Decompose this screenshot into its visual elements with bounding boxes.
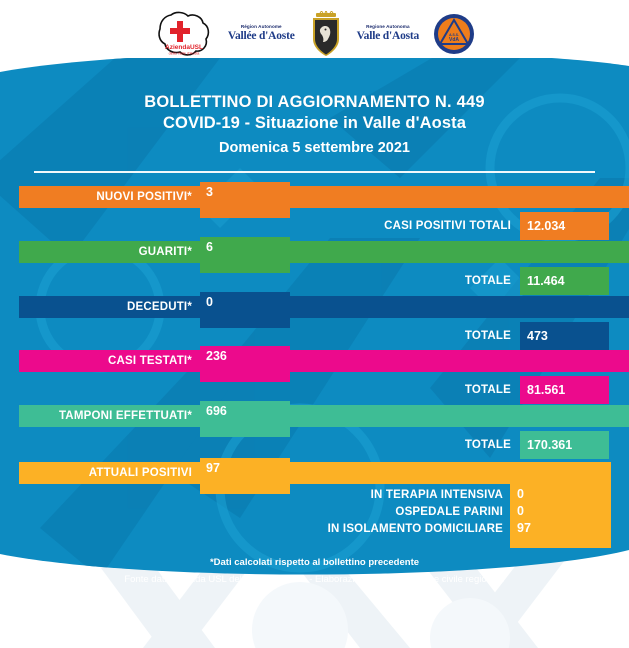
page-title: BOLLETTINO DI AGGIORNAMENTO N. 449 COVID…: [0, 92, 629, 159]
row-total-value-guariti: 11.464: [527, 274, 565, 288]
row-label-nuovi-positivi: NUOVI POSITIVI*: [96, 191, 192, 203]
panel-content: BOLLETTINO DI AGGIORNAMENTO N. 449 COVID…: [0, 58, 629, 613]
row-label-tamponi-effettuati: TAMPONI EFFETTUATI*: [58, 410, 192, 422]
row-breakdown-panel-attuali-positivi: [510, 484, 611, 548]
row-bar-extension-tamponi-effettuati: [290, 405, 629, 427]
row-bar-extension-nuovi-positivi: [290, 186, 629, 208]
row-total-label-tamponi-effettuati: TOTALE: [464, 439, 511, 451]
row-label-bar-casi-testati: CASI TESTATI*: [19, 350, 200, 372]
row-value-nuovi-positivi: 3: [206, 185, 213, 199]
region-wordmark-fr: Région Autonome Vallée d'Aoste: [228, 25, 295, 42]
row-label-deceduti: DECEDUTI*: [126, 301, 192, 313]
row-label-bar-guariti: GUARITI*: [19, 241, 200, 263]
row-total-bar-nuovi-positivi: CASI POSITIVI TOTALI: [290, 212, 520, 240]
row-value-casi-testati: 236: [206, 349, 227, 363]
footer: *Dati calcolati rispetto al bollettino p…: [0, 555, 629, 589]
row-total-value-nuovi-positivi: 12.034: [527, 219, 566, 233]
row-total-bar-casi-testati: TOTALE: [290, 376, 520, 404]
row-total-label-guariti: TOTALE: [464, 275, 511, 287]
row-label-bar-attuali-positivi: ATTUALI POSITIVI: [19, 462, 200, 484]
row-total-value-block-casi-testati: 81.561: [520, 376, 609, 404]
logo-strip: AziendaUSL della Valle d'Aosta Région Au…: [0, 0, 629, 68]
row-total-value-deceduti: 473: [527, 329, 548, 343]
row-value-attuali-positivi: 97: [206, 461, 220, 475]
breakdown-label-ospedale-parini: OSPEDALE PARINI: [395, 506, 503, 518]
row-value-deceduti: 0: [206, 295, 213, 309]
row-total-value-casi-testati: 81.561: [527, 383, 566, 397]
row-total-value-block-nuovi-positivi: 12.034: [520, 212, 609, 240]
breakdown-label-terapia-intensiva: IN TERAPIA INTENSIVA: [370, 489, 503, 501]
row-breakdown-labels-attuali-positivi: IN TERAPIA INTENSIVA OSPEDALE PARINI IN …: [250, 487, 503, 538]
footer-source: Fonte dati: Azienda USL della Valle d’Ao…: [124, 574, 505, 585]
row-bar-extension-attuali-positivi: [290, 462, 611, 484]
row-value-block-nuovi-positivi: 3: [200, 182, 290, 218]
breakdown-value-ospedale-parini: 0: [517, 504, 524, 518]
title-line-1: BOLLETTINO DI AGGIORNAMENTO N. 449: [144, 93, 485, 111]
valle-aosta-coat-of-arms: [309, 9, 343, 57]
row-label-bar-deceduti: DECEDUTI*: [19, 296, 200, 318]
svg-text:AziendaUSL: AziendaUSL: [165, 44, 203, 51]
region-wordmark-it: Regione Autonoma Valle d'Aosta: [356, 24, 420, 43]
row-total-value-tamponi-effettuati: 170.361: [527, 438, 573, 452]
row-label-bar-tamponi-effettuati: TAMPONI EFFETTUATI*: [19, 405, 200, 427]
row-total-label-casi-testati: TOTALE: [464, 384, 511, 396]
row-breakdown-values-attuali-positivi: 0 0 97: [517, 486, 531, 537]
region-wordmark-fr-small: Région Autonome: [240, 24, 282, 30]
row-total-bar-guariti: TOTALE: [290, 267, 520, 295]
title-line-3: Domenica 5 settembre 2021: [218, 140, 410, 156]
breakdown-value-isolamento-domiciliare: 97: [517, 521, 531, 535]
protezione-civile-logo: A.S.S. VdA: [433, 13, 475, 55]
stat-rows: NUOVI POSITIVI* 3 CASI POSITIVI TOTALI 1…: [0, 58, 629, 613]
row-bar-extension-guariti: [290, 241, 629, 263]
row-value-block-guariti: 6: [200, 237, 290, 273]
row-value-block-attuali-positivi: 97: [200, 458, 290, 494]
row-total-bar-deceduti: TOTALE: [290, 322, 520, 350]
azienda-usl-logo: AziendaUSL della Valle d'Aosta: [154, 9, 214, 59]
row-value-guariti: 6: [206, 240, 213, 254]
footer-note: *Dati calcolati rispetto al bollettino p…: [209, 557, 420, 568]
row-label-attuali-positivi: ATTUALI POSITIVI: [88, 467, 192, 479]
background-watermark: [0, 560, 629, 648]
row-total-value-block-guariti: 11.464: [520, 267, 609, 295]
region-wordmark-it-small: Regione Autonoma: [366, 24, 410, 30]
row-label-guariti: GUARITI*: [138, 246, 192, 258]
row-total-bar-tamponi-effettuati: TOTALE: [290, 431, 520, 459]
region-wordmark-fr-big: Vallée d'Aoste: [227, 30, 295, 43]
breakdown-label-isolamento-domiciliare: IN ISOLAMENTO DOMICILIARE: [327, 523, 503, 535]
svg-text:VdA: VdA: [449, 37, 459, 43]
row-value-tamponi-effettuati: 696: [206, 404, 227, 418]
row-value-block-deceduti: 0: [200, 292, 290, 328]
title-divider: [34, 171, 595, 173]
row-label-casi-testati: CASI TESTATI*: [108, 355, 192, 367]
region-wordmark-it-big: Valle d'Aosta: [356, 30, 420, 43]
row-value-block-casi-testati: 236: [200, 346, 290, 382]
svg-text:A.S.S.: A.S.S.: [449, 33, 459, 37]
svg-text:della Valle d'Aosta: della Valle d'Aosta: [168, 52, 200, 56]
row-total-label-deceduti: TOTALE: [464, 330, 511, 342]
row-total-value-block-deceduti: 473: [520, 322, 609, 350]
title-line-2: COVID-19 - Situazione in Valle d'Aosta: [163, 114, 466, 132]
breakdown-value-terapia-intensiva: 0: [517, 487, 524, 501]
row-bar-extension-casi-testati: [290, 350, 629, 372]
row-bar-extension-deceduti: [290, 296, 629, 318]
row-value-block-tamponi-effettuati: 696: [200, 401, 290, 437]
row-total-label-nuovi-positivi: CASI POSITIVI TOTALI: [384, 220, 511, 232]
row-total-value-block-tamponi-effettuati: 170.361: [520, 431, 609, 459]
row-label-bar-nuovi-positivi: NUOVI POSITIVI*: [19, 186, 200, 208]
